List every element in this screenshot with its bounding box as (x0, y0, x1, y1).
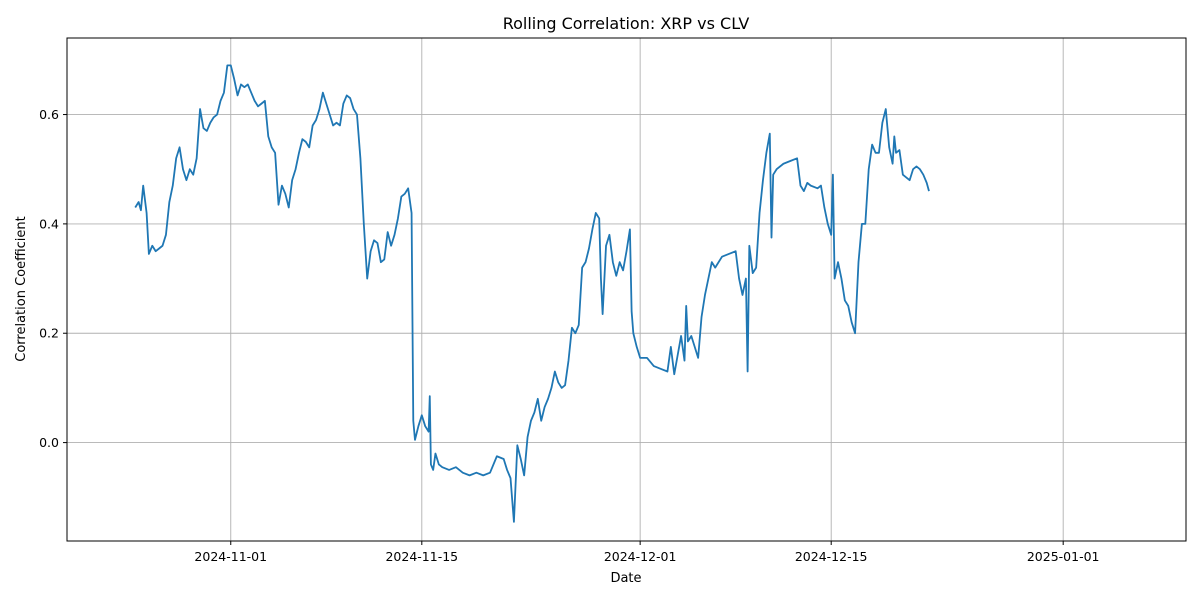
plot-frame (66, 37, 1187, 542)
x-axis-label: Date (610, 571, 641, 586)
y-tick-label: 0.0 (39, 435, 59, 450)
y-tick-label: 0.2 (39, 326, 59, 341)
x-tick-label: 2024-11-01 (194, 549, 267, 564)
y-tick-label: 0.4 (39, 216, 59, 231)
x-tick-label: 2024-11-15 (385, 549, 458, 564)
x-tick-label: 2025-01-01 (1027, 549, 1100, 564)
grid (67, 38, 1186, 541)
series-layer (134, 64, 930, 523)
chart-title: Rolling Correlation: XRP vs CLV (503, 14, 750, 33)
y-axis-label: Correlation Coefficient (14, 216, 29, 362)
ticks: 2024-11-01 2024-11-15 2024-12-01 2024-12-15… (39, 107, 1099, 564)
x-tick-label: 2024-12-01 (604, 549, 677, 564)
y-tick-label: 0.6 (39, 107, 59, 122)
x-tick-label: 2024-12-15 (795, 549, 868, 564)
correlation-series-line (134, 64, 930, 523)
